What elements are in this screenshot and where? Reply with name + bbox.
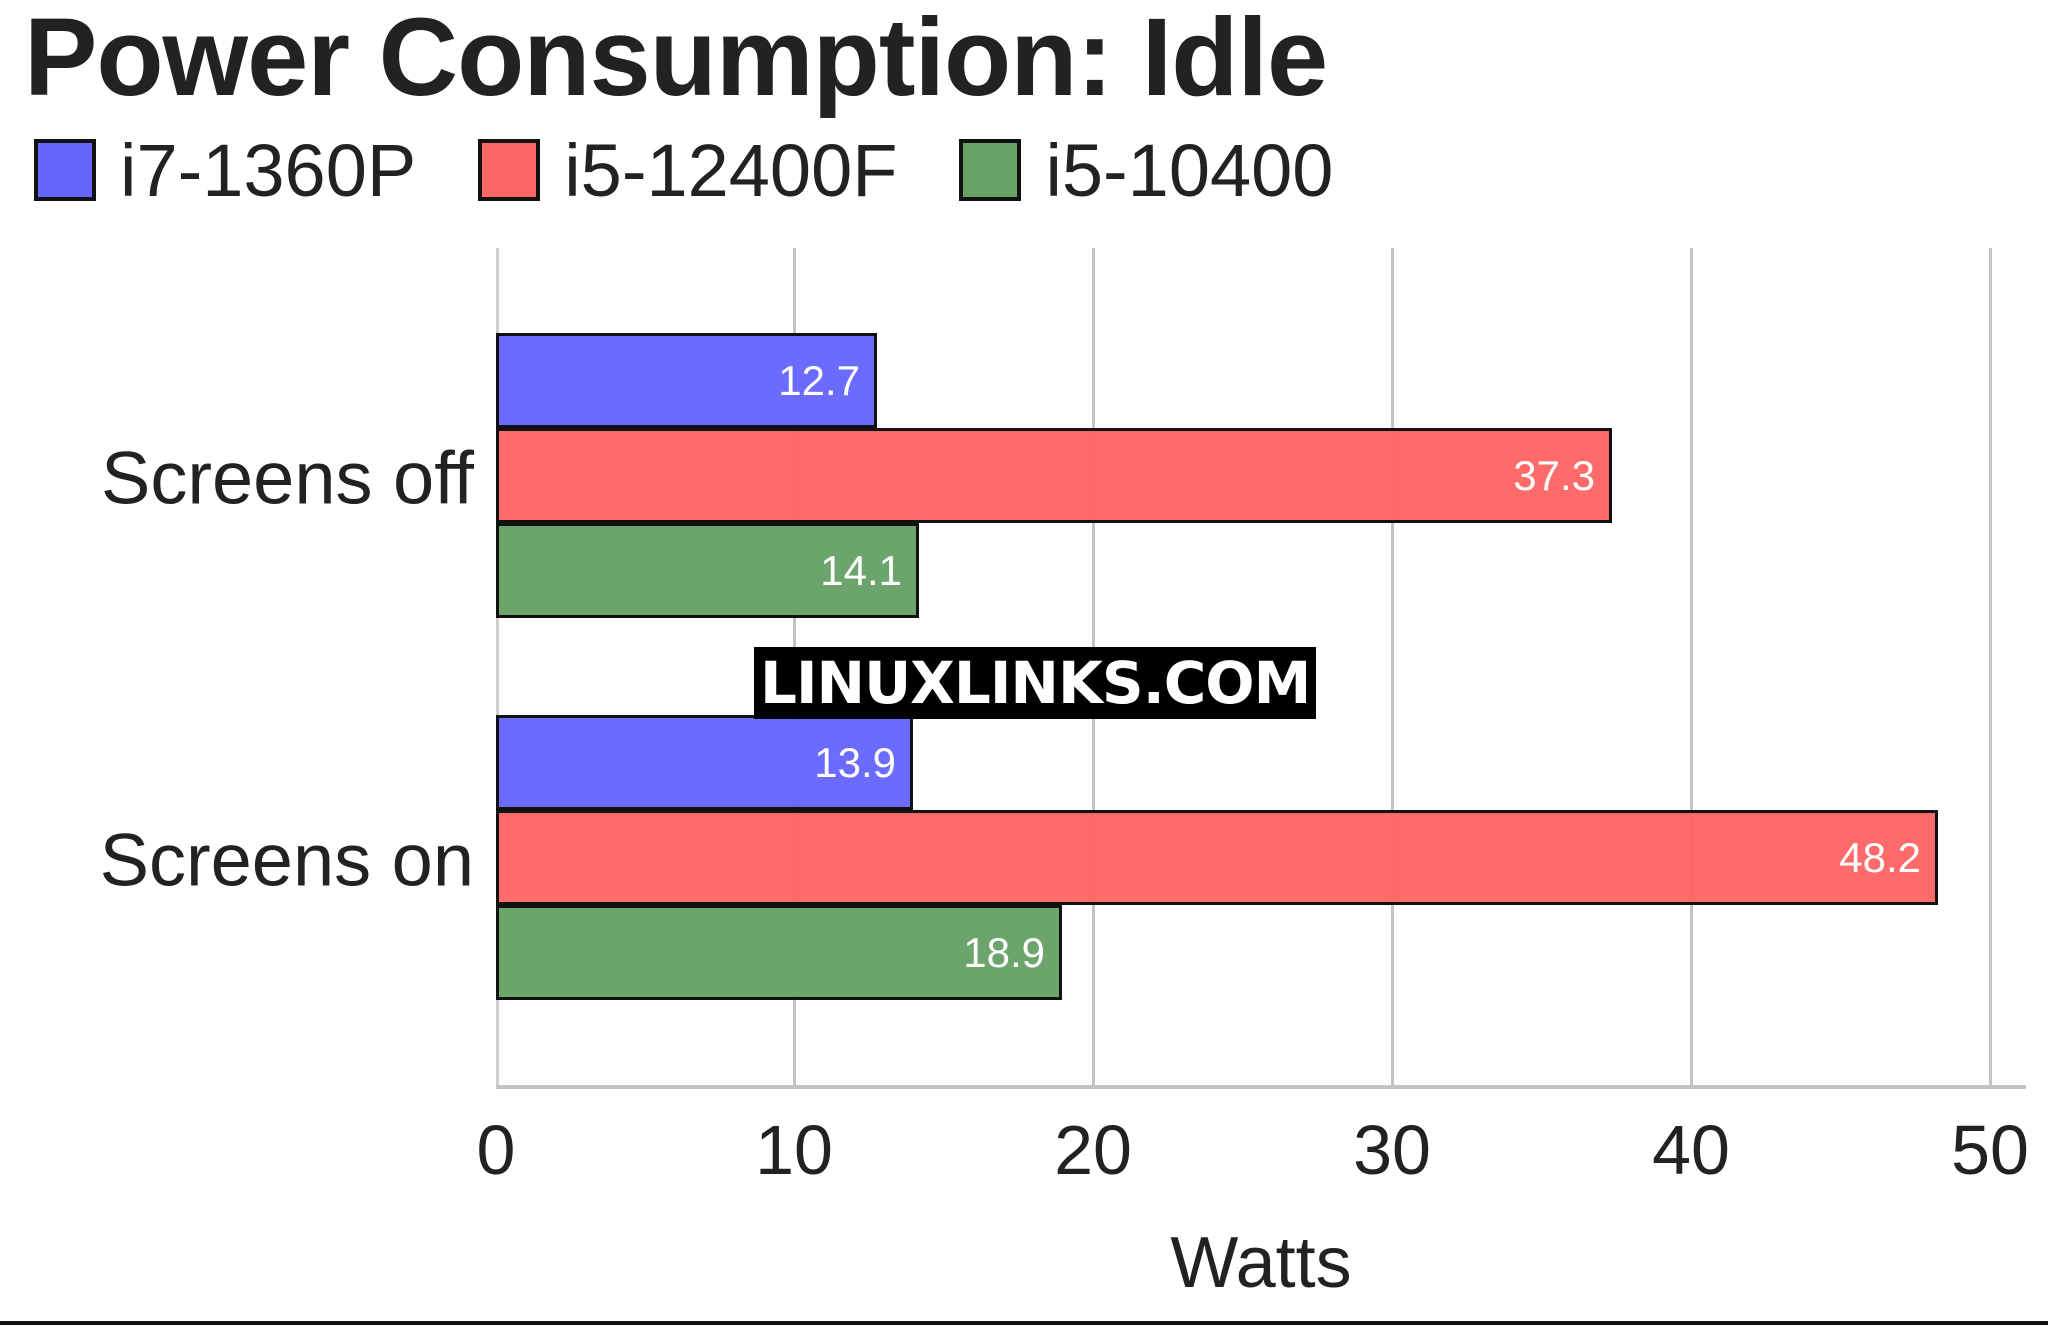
bar-value: 18.9 bbox=[963, 928, 1045, 976]
gridline-30 bbox=[1391, 248, 1394, 1087]
legend-label: i7-1360P bbox=[120, 128, 417, 212]
bar-screens-on-i5-10400: 18.9 bbox=[496, 905, 1062, 1000]
x-tick-label: 20 bbox=[1054, 1111, 1132, 1189]
x-tick-label: 10 bbox=[755, 1111, 833, 1189]
legend-label: i5-12400F bbox=[564, 128, 898, 212]
bar-value: 48.2 bbox=[1839, 833, 1921, 881]
chart-title: Power Consumption: Idle bbox=[24, 0, 1328, 119]
category-label-screens-off: Screens off bbox=[101, 436, 474, 520]
bar-value: 12.7 bbox=[778, 356, 860, 404]
legend-item-i7-1360p: i7-1360P bbox=[34, 128, 416, 213]
gridline-50 bbox=[1989, 248, 1992, 1087]
legend-item-i5-10400: i5-10400 bbox=[959, 128, 1333, 213]
legend-swatch-blue bbox=[34, 139, 96, 201]
x-tick-label: 0 bbox=[476, 1111, 516, 1189]
gridline-40 bbox=[1690, 248, 1693, 1087]
x-tick-label: 50 bbox=[1951, 1111, 2029, 1189]
x-axis-line bbox=[496, 1085, 2026, 1089]
watermark: LINUXLINKS.COM bbox=[754, 647, 1317, 719]
x-tick-label: 40 bbox=[1652, 1111, 1730, 1189]
legend-swatch-green bbox=[959, 139, 1022, 201]
legend-swatch-red bbox=[478, 139, 541, 201]
bar-screens-on-i5-12400f: 48.2 bbox=[496, 810, 1938, 905]
bar-value: 13.9 bbox=[814, 738, 896, 786]
x-tick-label: 30 bbox=[1353, 1111, 1431, 1189]
legend-label: i5-10400 bbox=[1045, 128, 1334, 212]
x-axis-label: Watts bbox=[1170, 1223, 1352, 1303]
legend-item-i5-12400f: i5-12400F bbox=[478, 128, 897, 213]
legend: i7-1360P i5-12400F i5-10400 bbox=[34, 129, 1395, 212]
bar-screens-off-i7-1360p: 12.7 bbox=[496, 333, 877, 428]
bar-value: 37.3 bbox=[1513, 451, 1595, 499]
bar-screens-off-i5-10400: 14.1 bbox=[496, 523, 919, 618]
bar-value: 14.1 bbox=[820, 546, 902, 594]
bar-screens-off-i5-12400f: 37.3 bbox=[496, 428, 1612, 523]
bottom-border bbox=[0, 1321, 2048, 1325]
gridline-0 bbox=[496, 248, 499, 1087]
category-label-screens-on: Screens on bbox=[99, 818, 474, 902]
bar-screens-on-i7-1360p: 13.9 bbox=[496, 715, 913, 810]
